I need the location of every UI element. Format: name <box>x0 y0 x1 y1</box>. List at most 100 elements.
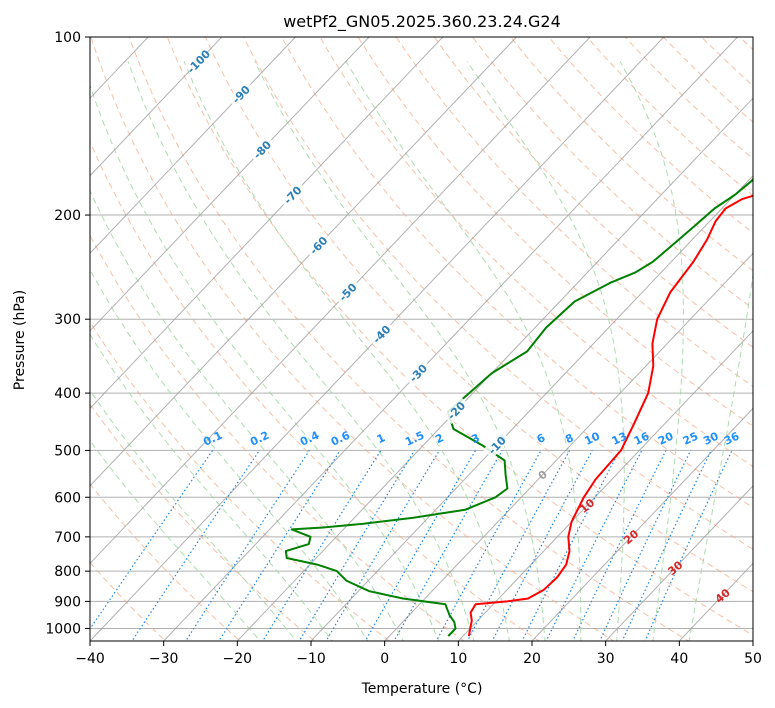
y-axis-label: Pressure (hPa) <box>12 290 28 390</box>
dry-adiabat <box>243 37 753 550</box>
isotherm-label-bg <box>442 396 470 424</box>
mixing-ratio-line <box>435 450 542 641</box>
y-tick-label: 500 <box>54 443 81 459</box>
dry-adiabat <box>510 37 753 272</box>
dry-adiabat <box>90 483 241 641</box>
mixing-ratio-label: 1 <box>375 431 387 446</box>
mixing-ratio-line <box>298 450 416 641</box>
dry-adiabat <box>319 37 753 468</box>
isotherm <box>90 37 297 255</box>
isotherm <box>678 562 753 641</box>
moist-adiabat <box>90 268 369 641</box>
mixing-ratio-label: 36 <box>722 429 742 447</box>
moist-adiabat <box>254 61 546 641</box>
moist-adiabat <box>619 61 684 641</box>
mixing-ratio-line <box>491 450 593 641</box>
dry-adiabat <box>166 37 753 636</box>
mixing-ratio-label: 30 <box>701 429 721 447</box>
moist-adiabat <box>90 333 333 641</box>
isotherm <box>531 407 753 641</box>
isotherm <box>752 640 753 641</box>
isotherm <box>162 37 739 641</box>
x-tick-label: 10 <box>449 651 467 667</box>
mixing-ratio-line <box>621 450 712 641</box>
x-tick-label: −10 <box>296 651 326 667</box>
plot-frame <box>89 36 754 642</box>
x-tick-label: −30 <box>149 651 179 667</box>
moist-adiabat <box>90 189 404 641</box>
mixing-ratio-line <box>572 450 667 641</box>
dry-adiabat <box>548 37 753 234</box>
temperature-profile-line <box>467 194 753 637</box>
x-tick-label: −40 <box>75 651 105 667</box>
mixing-ratio-line <box>218 450 341 641</box>
moist-adiabat <box>127 61 475 641</box>
dry-adiabat <box>357 37 753 427</box>
moist-adiabat <box>90 439 261 641</box>
dry-adiabat <box>433 37 753 348</box>
mixing-ratio-line <box>599 450 692 641</box>
background-lines <box>90 37 753 641</box>
y-tick-label: 100 <box>54 30 81 46</box>
y-tick-label: 800 <box>54 564 81 580</box>
mixing-ratio-line <box>185 450 310 641</box>
isotherm <box>236 97 753 641</box>
y-tick-label: 600 <box>54 490 81 506</box>
axis-ticks: −40 −30 −20 −10 0 10 20 30 40 50 1000 900 800 700 600 5… <box>45 30 762 667</box>
mixing-ratio-label: 10 <box>583 429 603 447</box>
x-tick-label: −20 <box>223 651 253 667</box>
moist-adiabat <box>90 389 297 641</box>
moist-adiabat <box>90 84 440 641</box>
isotherm <box>90 37 518 487</box>
y-tick-label: 900 <box>54 594 81 610</box>
mixing-ratio-label: 25 <box>681 430 700 448</box>
mixing-ratio-label: 8 <box>563 431 575 446</box>
mixing-ratio-line <box>262 450 382 641</box>
moist-adiabat <box>466 61 625 641</box>
mixing-ratio-line <box>364 450 477 641</box>
y-tick-label: 700 <box>54 530 81 546</box>
isotherm-label-bg <box>304 231 332 259</box>
dry-adiabat <box>90 234 466 641</box>
mixing-ratio-label: 13 <box>610 430 629 448</box>
mixing-ratio-line <box>90 450 214 630</box>
y-tick-label: 400 <box>54 386 81 402</box>
isotherm <box>90 37 444 410</box>
y-tick-label: 300 <box>54 312 81 328</box>
mixing-ratio-label: 16 <box>632 429 652 447</box>
x-tick-label: 20 <box>523 651 541 667</box>
dry-adiabat <box>90 37 615 641</box>
mixing-ratio-label: 0.1 <box>201 429 224 449</box>
chart-title: wetPf2_GN05.2025.360.23.24.G24 <box>283 12 561 32</box>
dry-adiabat <box>700 37 753 87</box>
isotherm-label-bg <box>184 47 212 76</box>
x-axis-label: Temperature (°C) <box>361 681 483 697</box>
mixing-ratio-label: 0.2 <box>248 429 271 449</box>
dry-adiabat <box>281 37 753 509</box>
isotherm-label-bg <box>482 431 511 459</box>
y-tick-label: 200 <box>54 208 81 224</box>
x-tick-label: 30 <box>597 651 615 667</box>
mixing-ratio-label: 6 <box>535 431 548 446</box>
dry-adiabat <box>662 37 753 123</box>
isotherm <box>457 330 753 641</box>
dry-adiabat <box>738 37 753 51</box>
mixing-ratio-line <box>131 450 260 641</box>
isotherm <box>90 37 370 332</box>
dry-adiabat <box>90 321 391 641</box>
mixing-ratio-line <box>393 450 503 641</box>
isotherm-label: -100 <box>185 47 214 76</box>
x-tick-label: 50 <box>744 651 762 667</box>
dry-adiabat <box>90 403 316 641</box>
moist-adiabat <box>345 61 582 641</box>
isotherm-label-bg <box>248 135 276 164</box>
mixing-ratio-line <box>644 450 733 641</box>
dry-adiabat <box>586 37 753 197</box>
isotherm-label-bg <box>278 180 307 209</box>
mixing-ratio-line <box>545 450 643 641</box>
x-tick-label: 40 <box>670 651 688 667</box>
isotherm <box>90 37 223 177</box>
dry-adiabat <box>204 37 753 593</box>
moist-adiabat <box>688 271 753 641</box>
